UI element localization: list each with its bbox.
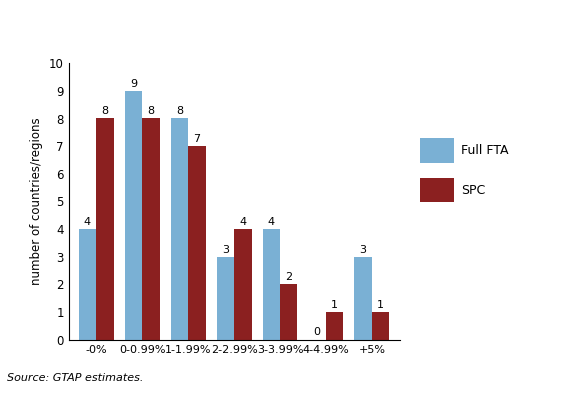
Bar bbox=[142, 118, 160, 340]
Bar bbox=[188, 146, 205, 340]
Text: SPC: SPC bbox=[461, 184, 486, 197]
Text: 2: 2 bbox=[285, 272, 292, 282]
Text: 0: 0 bbox=[313, 327, 321, 337]
Bar bbox=[79, 229, 96, 340]
Text: 8: 8 bbox=[101, 106, 109, 116]
Bar bbox=[372, 312, 390, 340]
Text: 3: 3 bbox=[222, 245, 229, 254]
Bar bbox=[234, 229, 252, 340]
Text: 7: 7 bbox=[193, 134, 200, 144]
Bar bbox=[355, 257, 372, 340]
Bar bbox=[125, 91, 142, 340]
Bar bbox=[170, 118, 188, 340]
Text: 1: 1 bbox=[377, 300, 384, 310]
Text: 8: 8 bbox=[176, 106, 183, 116]
Text: Figure 5.: Figure 5. bbox=[7, 16, 74, 29]
Text: 4: 4 bbox=[84, 217, 91, 227]
Bar bbox=[217, 257, 234, 340]
Text: 4: 4 bbox=[268, 217, 275, 227]
Text: 1: 1 bbox=[331, 300, 338, 310]
Text: Distribution of GDP growth (Full and SPC tariff cuts): Distribution of GDP growth (Full and SPC… bbox=[49, 16, 396, 29]
Text: Full FTA: Full FTA bbox=[461, 144, 509, 157]
Bar bbox=[280, 284, 297, 340]
FancyBboxPatch shape bbox=[419, 178, 454, 202]
Bar bbox=[263, 229, 280, 340]
Text: 4: 4 bbox=[239, 217, 247, 227]
Bar bbox=[96, 118, 114, 340]
Text: 8: 8 bbox=[148, 106, 154, 116]
Text: 9: 9 bbox=[130, 79, 137, 88]
FancyBboxPatch shape bbox=[419, 138, 454, 163]
Bar bbox=[326, 312, 343, 340]
Text: Source: GTAP estimates.: Source: GTAP estimates. bbox=[7, 373, 143, 383]
Text: 3: 3 bbox=[360, 245, 367, 254]
Y-axis label: number of countries/regions: number of countries/regions bbox=[30, 118, 43, 285]
